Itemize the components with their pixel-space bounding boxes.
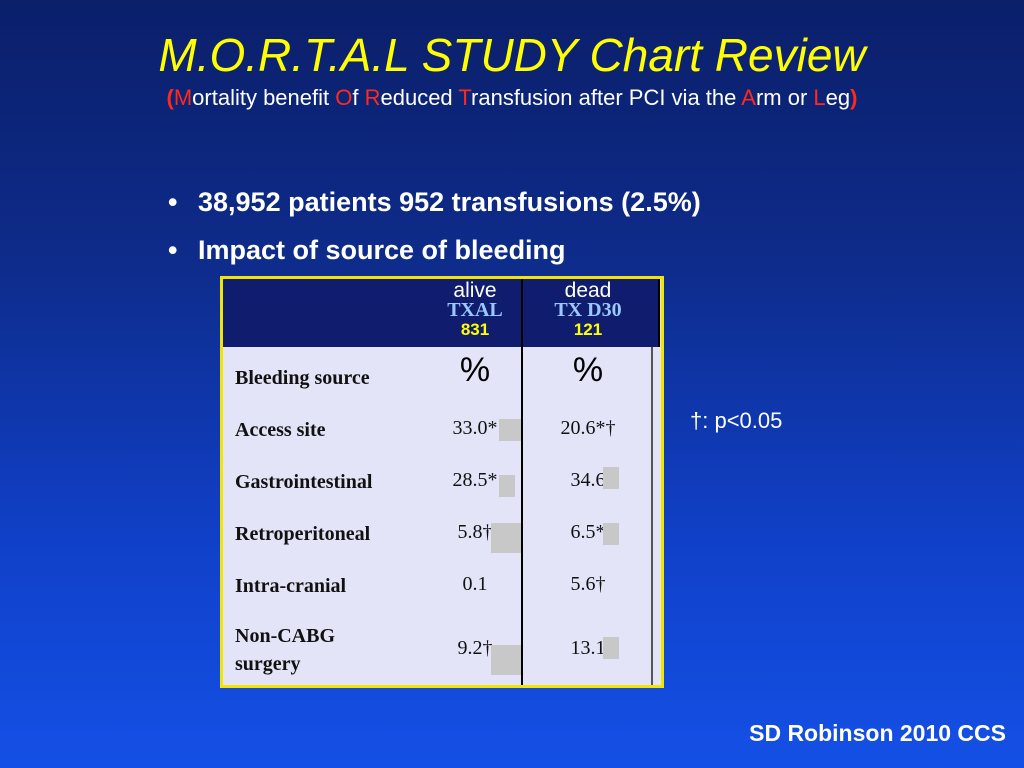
- subtitle-text: f: [352, 85, 365, 110]
- cell-dead: 13.1: [570, 637, 606, 659]
- acronym-letter-m: M: [173, 85, 193, 110]
- subtitle-text: educed: [380, 85, 459, 110]
- column-label: alive: [453, 279, 497, 302]
- column-code: TX D30: [554, 299, 622, 321]
- row-label: Non-CABG: [235, 625, 336, 647]
- cell-dead: 20.6*†: [560, 417, 616, 439]
- bullet-text: 38,952 patients 952 transfusions (2.5%): [198, 187, 701, 217]
- column-header-dead: dead TX D30 121: [523, 279, 653, 342]
- table-right-edge: [651, 347, 653, 685]
- redaction-patch: [491, 523, 521, 553]
- row-label: Gastrointestinal: [235, 471, 373, 493]
- redaction-patch: [491, 645, 521, 675]
- table-row-header: Bleeding source: [223, 365, 658, 417]
- table-row: Retroperitoneal 5.8† 6.5*: [223, 521, 658, 573]
- slide-subtitle: (Mortality benefit Of Reduced Transfusio…: [0, 84, 1024, 112]
- acronym-letter-o: O: [335, 85, 353, 110]
- row-label: Access site: [235, 419, 326, 441]
- bullet-dot: •: [168, 235, 178, 265]
- percent-unit-dead: %: [572, 351, 604, 389]
- table-row: Gastrointestinal 28.5* 34.6: [223, 469, 658, 521]
- percent-unit-alive: %: [459, 351, 491, 389]
- subtitle-text: eg: [825, 85, 851, 110]
- row-label: Intra-cranial: [235, 575, 347, 597]
- subtitle-text: rm or: [755, 85, 814, 110]
- acronym-letter-l: L: [813, 85, 826, 110]
- redaction-patch: [603, 523, 619, 545]
- redaction-patch: [603, 467, 619, 489]
- table-header: alive TXAL 831 dead TX D30 121: [223, 279, 660, 347]
- column-code: TXAL: [447, 299, 503, 321]
- bullet-item: • 38,952 patients 952 transfusions (2.5%): [168, 178, 701, 226]
- cell-alive: 9.2†: [457, 637, 493, 659]
- cell-alive: 5.8†: [457, 521, 493, 543]
- header-divider: [521, 279, 523, 347]
- subtitle-text: ortality benefit: [192, 85, 336, 110]
- cell-dead: 5.6†: [570, 573, 606, 595]
- column-divider: [521, 347, 523, 685]
- cell-dead: 34.6: [570, 469, 606, 491]
- cell-alive: 0.1: [462, 573, 488, 595]
- cell-alive: 33.0*: [452, 417, 498, 439]
- acronym-letter-r: R: [364, 85, 381, 110]
- row-label: Bleeding source: [235, 367, 370, 389]
- redaction-patch: [499, 475, 515, 497]
- row-label: Retroperitoneal: [235, 523, 371, 545]
- acronym-letter-t: T: [458, 85, 472, 110]
- acronym-letter-a: A: [741, 85, 756, 110]
- subtitle-text: ransfusion after PCI via the: [471, 85, 742, 110]
- subtitle-open-paren: (: [166, 85, 174, 110]
- significance-note: †: p<0.05: [690, 408, 783, 433]
- citation-footer: SD Robinson 2010 CCS: [749, 720, 1006, 746]
- column-header-alive: alive TXAL 831: [428, 279, 522, 342]
- column-count: 121: [573, 320, 603, 339]
- redaction-patch: [499, 419, 521, 441]
- table-row: Non-CABG surgery 9.2† 13.1: [223, 623, 658, 681]
- column-count: 831: [460, 320, 490, 339]
- bullet-item: • Impact of source of bleeding: [168, 226, 701, 274]
- bullet-list: • 38,952 patients 952 transfusions (2.5%)…: [168, 178, 701, 274]
- table-row: Intra-cranial 0.1 5.6†: [223, 573, 658, 625]
- redaction-patch: [603, 637, 619, 659]
- bleeding-source-table: alive TXAL 831 dead TX D30 121 % % Bleed…: [220, 276, 664, 688]
- row-label-continued: surgery: [235, 653, 301, 675]
- bullet-text: Impact of source of bleeding: [198, 235, 566, 265]
- table-row: Access site 33.0* 20.6*†: [223, 417, 658, 469]
- cell-alive: 28.5*: [452, 469, 498, 491]
- slide-title: M.O.R.T.A.L STUDY Chart Review: [158, 29, 866, 81]
- subtitle-close-paren: ): [850, 85, 858, 110]
- cell-dead: 6.5*: [570, 521, 606, 543]
- bullet-dot: •: [168, 187, 178, 217]
- column-label: dead: [564, 279, 612, 302]
